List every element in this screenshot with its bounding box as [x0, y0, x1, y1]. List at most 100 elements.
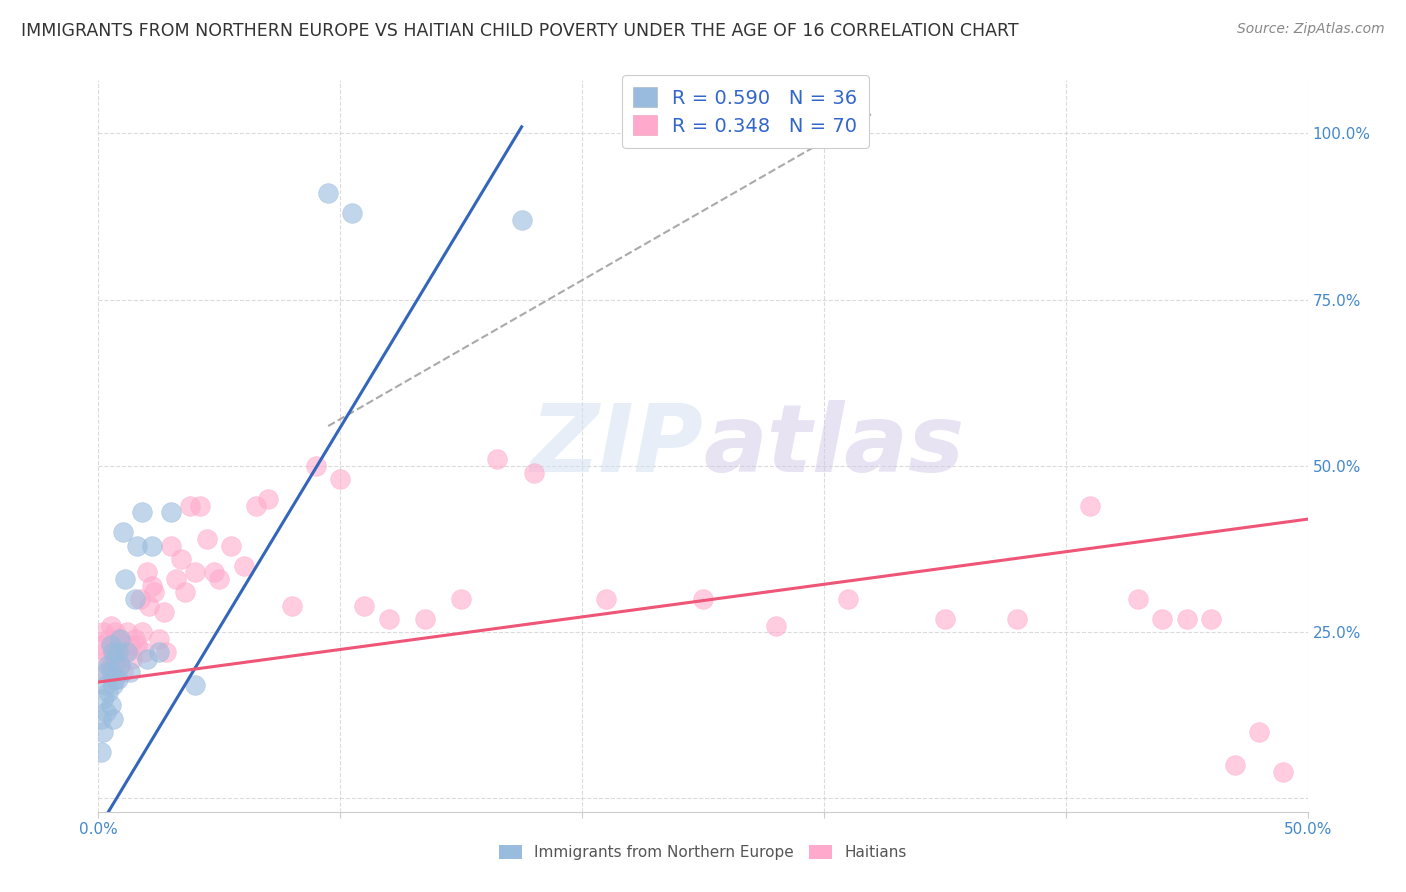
Point [118, 639, 141, 653]
Point [155, 645, 177, 659]
Point [934, 612, 956, 626]
Point [118, 665, 141, 679]
Point [1152, 612, 1174, 626]
Point [179, 499, 201, 513]
Point [124, 632, 146, 646]
Point [141, 539, 163, 553]
Point [97, 658, 120, 673]
Point [221, 539, 243, 553]
Point [111, 665, 134, 679]
Point [1223, 758, 1246, 772]
Point [160, 506, 183, 520]
Point [523, 466, 546, 480]
Point [692, 591, 714, 606]
Point [204, 566, 226, 580]
Point [91, 725, 114, 739]
Text: Source: ZipAtlas.com: Source: ZipAtlas.com [1237, 22, 1385, 37]
Point [1175, 612, 1198, 626]
Point [281, 599, 304, 613]
Point [104, 652, 127, 666]
Point [97, 685, 120, 699]
Point [127, 539, 149, 553]
Point [342, 206, 364, 220]
Point [104, 672, 127, 686]
Point [100, 698, 122, 713]
Point [165, 572, 187, 586]
Point [100, 618, 122, 632]
Point [1078, 499, 1101, 513]
Point [121, 652, 143, 666]
Point [114, 572, 136, 586]
Point [329, 472, 352, 486]
Point [184, 678, 207, 692]
Point [148, 632, 170, 646]
Point [148, 645, 170, 659]
Point [114, 645, 136, 659]
Point [131, 625, 153, 640]
Point [169, 552, 191, 566]
Point [174, 585, 197, 599]
Legend: Immigrants from Northern Europe, Haitians: Immigrants from Northern Europe, Haitian… [494, 838, 912, 866]
Point [100, 658, 122, 673]
Point [160, 539, 183, 553]
Point [111, 639, 134, 653]
Point [138, 599, 160, 613]
Point [1272, 764, 1295, 779]
Point [100, 665, 122, 679]
Point [765, 618, 787, 632]
Point [195, 532, 218, 546]
Point [108, 658, 131, 673]
Point [101, 645, 124, 659]
Point [101, 678, 124, 692]
Point [127, 639, 149, 653]
Point [94, 705, 117, 719]
Point [208, 572, 231, 586]
Point [353, 599, 375, 613]
Point [111, 525, 134, 540]
Point [413, 612, 436, 626]
Point [184, 566, 207, 580]
Point [256, 492, 278, 507]
Point [143, 585, 166, 599]
Point [104, 639, 127, 653]
Point [1199, 612, 1222, 626]
Point [117, 645, 139, 659]
Point [131, 506, 153, 520]
Text: IMMIGRANTS FROM NORTHERN EUROPE VS HAITIAN CHILD POVERTY UNDER THE AGE OF 16 COR: IMMIGRANTS FROM NORTHERN EUROPE VS HAITI… [21, 22, 1019, 40]
Point [124, 591, 146, 606]
Point [135, 566, 157, 580]
Point [91, 691, 114, 706]
Point [101, 645, 124, 659]
Point [94, 645, 117, 659]
Point [101, 712, 124, 726]
Point [450, 591, 472, 606]
Point [595, 591, 617, 606]
Point [377, 612, 399, 626]
Point [134, 645, 156, 659]
Point [90, 745, 112, 759]
Point [316, 186, 339, 201]
Point [101, 665, 124, 679]
Point [245, 499, 267, 513]
Point [486, 452, 509, 467]
Point [90, 639, 112, 653]
Point [108, 632, 131, 646]
Point [152, 605, 174, 619]
Point [107, 632, 129, 646]
Point [128, 591, 150, 606]
Point [141, 579, 163, 593]
Point [1007, 612, 1029, 626]
Point [1128, 591, 1150, 606]
Point [97, 652, 120, 666]
Point [104, 625, 127, 640]
Point [107, 672, 129, 686]
Point [135, 652, 157, 666]
Point [117, 625, 139, 640]
Text: atlas: atlas [703, 400, 965, 492]
Point [90, 712, 112, 726]
Point [232, 558, 254, 573]
Point [100, 639, 122, 653]
Point [91, 625, 114, 640]
Point [108, 658, 131, 673]
Point [1249, 725, 1271, 739]
